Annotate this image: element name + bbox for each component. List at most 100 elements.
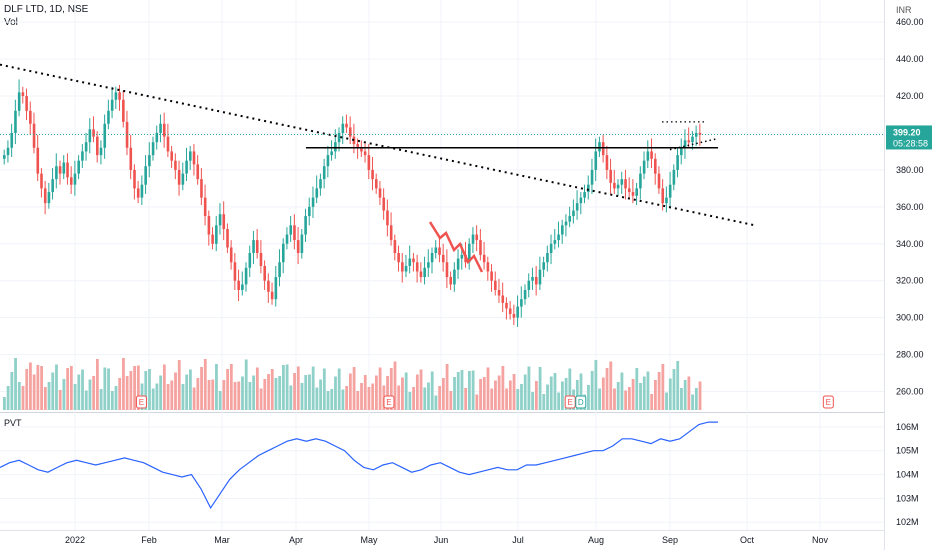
candle-body	[270, 291, 274, 300]
candle-body	[129, 147, 133, 170]
candle-body	[73, 173, 77, 185]
candle-body	[40, 173, 43, 189]
candle-body	[255, 240, 259, 254]
volume-bar	[6, 386, 10, 410]
candle-body	[609, 169, 612, 183]
volume-bar	[393, 361, 397, 410]
candle-body	[14, 110, 17, 133]
descending-trendline[interactable]	[0, 63, 756, 227]
volume-bar	[32, 374, 36, 410]
candle-body	[162, 123, 166, 137]
candle-body	[456, 258, 460, 270]
volume-bar	[308, 374, 311, 410]
candle-body	[594, 151, 598, 170]
candle-body	[348, 127, 352, 137]
candle-body	[330, 151, 333, 156]
volume-bar	[646, 371, 650, 410]
candle-body	[423, 267, 426, 278]
candle-body	[583, 192, 586, 198]
volume-bar	[441, 378, 445, 410]
volume-bar	[274, 378, 278, 410]
candle-body	[237, 280, 240, 290]
volume-bar	[170, 380, 174, 410]
candle-body	[319, 179, 322, 189]
candle-body	[360, 147, 363, 152]
candle-body	[412, 258, 415, 263]
candle-body	[631, 192, 635, 196]
candle-body	[460, 254, 464, 259]
candle-body	[25, 96, 28, 111]
time-tick-label: Nov	[812, 535, 829, 545]
candle-body	[441, 254, 445, 263]
volume-bar	[311, 366, 315, 410]
volume-bar	[21, 386, 25, 410]
volume-bar	[460, 370, 464, 410]
candle-body	[389, 225, 393, 241]
candle-body	[501, 295, 505, 303]
candle-body	[549, 243, 553, 254]
volume-bar	[475, 394, 479, 410]
candle-body	[482, 254, 486, 263]
volume-bar	[118, 378, 122, 410]
candle-body	[654, 158, 657, 174]
volume-bar	[300, 383, 304, 410]
earnings-marker[interactable]	[135, 395, 147, 409]
earnings-marker-label: E	[386, 398, 391, 407]
dividend-marker-label: D	[578, 398, 584, 407]
volume-bar	[144, 371, 148, 410]
volume-bar	[51, 372, 55, 410]
volume-bar	[248, 382, 252, 410]
candle-body	[196, 164, 200, 180]
volume-bar	[508, 380, 512, 410]
price-tick-label: 380.00	[896, 165, 924, 175]
volume-bar	[523, 374, 527, 410]
candle-body	[561, 225, 564, 235]
volume-bar	[534, 381, 538, 410]
candle-body	[386, 210, 389, 226]
candle-body	[166, 136, 170, 152]
candle-body	[189, 151, 192, 161]
volume-bar	[613, 388, 616, 410]
volume-bar	[73, 384, 77, 410]
volume-bar	[278, 376, 282, 410]
volume-bar	[58, 390, 62, 410]
zigzag-annotation[interactable]	[428, 221, 484, 273]
volume-bar	[601, 377, 605, 410]
candle-body	[490, 271, 493, 281]
candle-body	[81, 151, 84, 161]
volume-bar	[486, 367, 490, 410]
volume-bar	[192, 387, 196, 410]
volume-bar	[516, 389, 520, 410]
candle-body	[200, 179, 203, 198]
volume-bar	[427, 382, 430, 410]
short-trendline[interactable]	[669, 137, 719, 151]
volume-bar	[464, 388, 468, 410]
volume-bar	[371, 383, 375, 410]
candle-body	[69, 177, 73, 185]
price-badge	[886, 125, 932, 150]
candle-body	[698, 132, 702, 135]
candle-body	[505, 302, 508, 309]
candle-body	[58, 166, 62, 174]
candle-body	[382, 197, 386, 211]
earnings-future-marker[interactable]	[822, 395, 834, 409]
candle-body	[136, 188, 140, 198]
volume-bar	[434, 395, 438, 410]
earnings-marker[interactable]	[564, 395, 576, 409]
earnings-marker-label: E	[568, 398, 573, 407]
candle-body	[345, 123, 348, 128]
candle-body	[6, 147, 10, 156]
earnings-marker[interactable]	[383, 395, 395, 409]
volume-bar	[285, 364, 289, 410]
volume-bar	[17, 382, 21, 410]
candle-body	[512, 313, 516, 318]
candle-body	[598, 142, 601, 152]
candle-body	[282, 243, 285, 263]
dividend-marker[interactable]	[575, 395, 587, 409]
candle-body	[668, 184, 672, 198]
candle-body	[605, 155, 609, 170]
candle-body	[151, 142, 155, 156]
volume-bar	[505, 388, 508, 410]
volume-bar	[330, 389, 334, 410]
